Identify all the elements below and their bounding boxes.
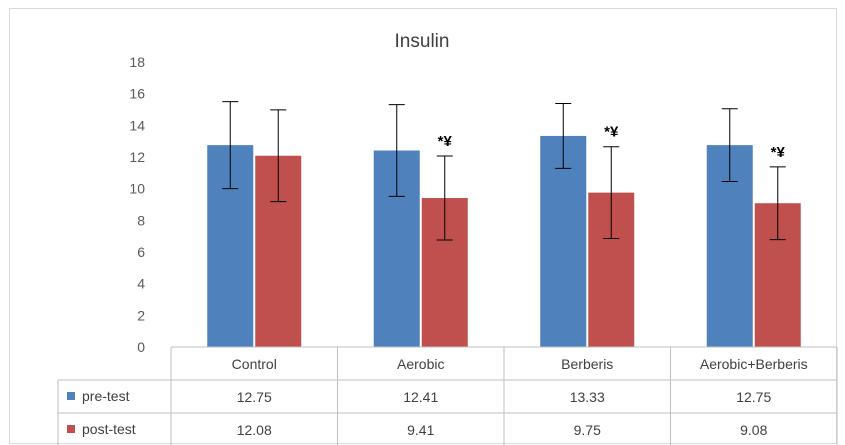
y-axis: 0 2 4 6 8 10 12 14 16 18 xyxy=(129,54,145,355)
significance-marker: *¥ xyxy=(771,144,786,161)
category-label: Control xyxy=(232,356,277,372)
table-cell: 13.33 xyxy=(570,389,605,405)
category-label: Aerobic+Berberis xyxy=(700,356,808,372)
table-cell: 12.75 xyxy=(736,389,771,405)
table-cell: 9.08 xyxy=(740,422,767,438)
y-tick-label: 4 xyxy=(137,276,145,292)
table-cell: 12.75 xyxy=(237,389,272,405)
significance-marker: *¥ xyxy=(438,133,453,150)
chart-title: Insulin xyxy=(395,31,450,52)
legend-swatch xyxy=(67,392,75,400)
category-label: Aerobic xyxy=(397,356,444,372)
y-tick-label: 8 xyxy=(137,212,145,228)
y-tick-label: 10 xyxy=(129,181,145,197)
y-tick-label: 18 xyxy=(129,54,145,70)
y-tick-label: 16 xyxy=(129,86,145,102)
table-cell: 12.08 xyxy=(237,422,272,438)
bar-pre-test-berberis xyxy=(540,135,587,347)
table-cell: 9.41 xyxy=(407,422,434,438)
table-cell: 12.41 xyxy=(403,389,438,405)
legend-label: pre-test xyxy=(82,388,130,404)
legend-swatch xyxy=(67,425,75,433)
y-tick-label: 2 xyxy=(137,307,145,323)
y-tick-label: 0 xyxy=(137,339,145,355)
y-tick-label: 12 xyxy=(129,149,145,165)
bars: *¥ *¥ *¥ xyxy=(207,101,801,347)
significance-marker: *¥ xyxy=(604,124,619,141)
data-table: Control Aerobic Berberis Aerobic+Berberis pr… xyxy=(57,346,838,445)
y-tick-label: 14 xyxy=(129,117,145,133)
legend-label: post-test xyxy=(82,421,136,437)
category-label: Berberis xyxy=(561,356,613,372)
table-cell: 9.75 xyxy=(574,422,601,438)
y-tick-label: 6 xyxy=(137,244,145,260)
